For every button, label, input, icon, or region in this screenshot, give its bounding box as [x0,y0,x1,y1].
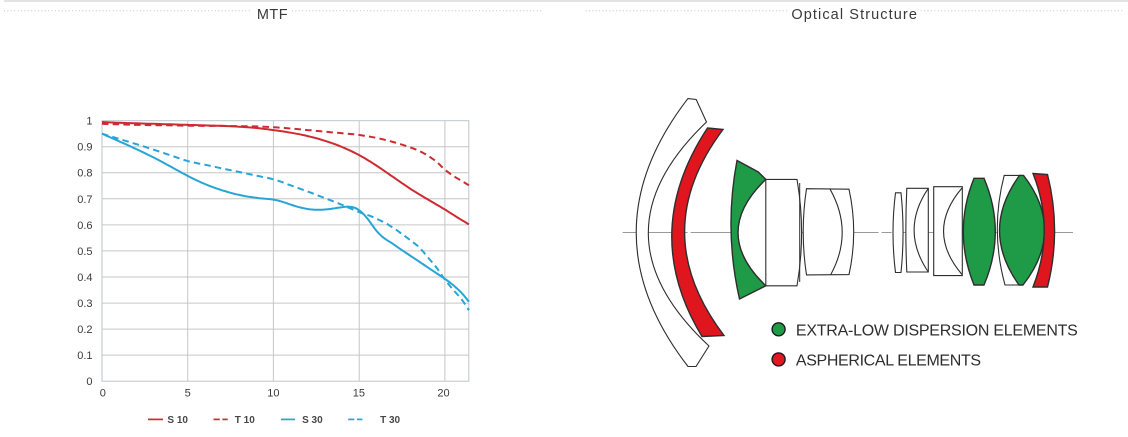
svg-text:10: 10 [267,387,279,399]
svg-text:20: 20 [437,387,449,399]
svg-text:Optical Structure: Optical Structure [791,7,918,23]
svg-text:S 10: S 10 [167,415,188,426]
svg-text:0.3: 0.3 [77,298,92,310]
svg-text:0.9: 0.9 [77,142,92,154]
svg-text:0.2: 0.2 [77,324,92,336]
svg-text:ASPHERICAL ELEMENTS: ASPHERICAL ELEMENTS [796,353,981,370]
svg-text:EXTRA-LOW DISPERSION ELEMENTS: EXTRA-LOW DISPERSION ELEMENTS [796,322,1078,339]
svg-text:0.5: 0.5 [77,246,92,258]
svg-text:5: 5 [185,387,191,399]
svg-text:T 10: T 10 [235,415,255,426]
svg-text:1: 1 [86,116,92,128]
svg-text:15: 15 [353,387,365,399]
svg-text:0.4: 0.4 [77,272,92,284]
svg-text:0.8: 0.8 [77,168,92,180]
svg-text:T 30: T 30 [380,415,400,426]
svg-text:0.1: 0.1 [77,350,92,362]
svg-text:0.6: 0.6 [77,220,92,232]
svg-text:S 30: S 30 [302,415,323,426]
svg-text:0.7: 0.7 [77,194,92,206]
svg-text:MTF: MTF [257,7,288,23]
svg-text:0: 0 [100,387,106,399]
svg-text:0: 0 [86,376,92,388]
